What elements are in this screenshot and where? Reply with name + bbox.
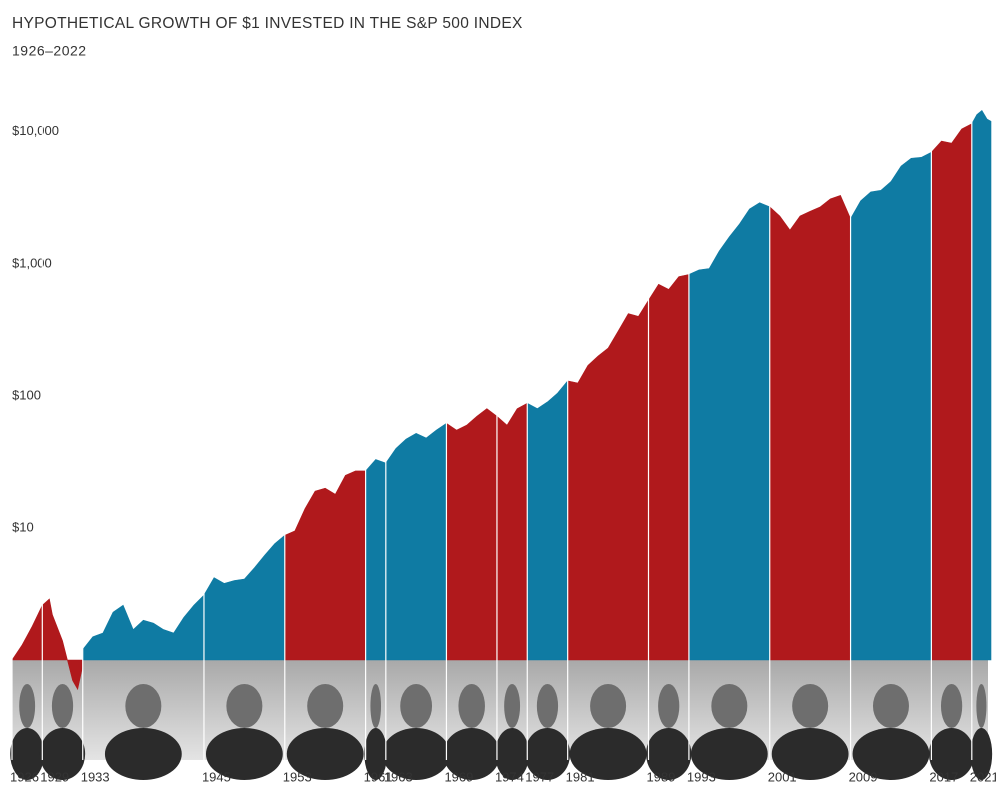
portrait-body (852, 728, 930, 780)
area (971, 109, 992, 661)
x-tick-label: 1961 (364, 769, 393, 784)
portrait-body (364, 728, 388, 780)
area (203, 534, 286, 661)
portrait-head (792, 684, 829, 728)
portrait-body (286, 728, 364, 780)
portrait-head (19, 684, 36, 728)
portrait-head (658, 684, 680, 728)
x-tick-label: 1989 (647, 769, 676, 784)
x-tick-label: 1977 (525, 769, 554, 784)
area (496, 402, 528, 661)
portrait-head (872, 684, 909, 728)
portrait-body (771, 728, 849, 780)
portrait-body (970, 728, 993, 780)
portrait-head (940, 684, 963, 728)
portrait-head (226, 684, 263, 728)
axes: $10 $100 $1,000 $10,000 1926 1929 1933 1945 1953… (10, 92, 996, 784)
x-tick-label: 2021 (970, 769, 996, 784)
area (365, 459, 387, 661)
area (850, 151, 932, 661)
area (931, 123, 973, 661)
x-tick-label: 1945 (202, 769, 231, 784)
x-tick-label: 1926 (10, 769, 39, 784)
y-tick-label: $10,000 (12, 123, 59, 138)
area (567, 299, 649, 661)
area (648, 274, 690, 661)
portrait-head (590, 684, 627, 728)
portrait-head (400, 684, 433, 728)
x-tick-label: 1981 (566, 769, 595, 784)
portrait-head (536, 684, 559, 728)
y-tick-label: $10 (12, 519, 34, 534)
area (446, 408, 498, 661)
portrait-body (443, 728, 500, 780)
x-tick-label: 1963 (384, 769, 413, 784)
area (526, 379, 568, 661)
x-tick-label: 2009 (849, 769, 878, 784)
x-tick-label: 1933 (81, 769, 110, 784)
portrait-head (504, 684, 521, 728)
portrait-body (569, 728, 647, 780)
area (11, 605, 43, 661)
portrait-head (370, 684, 382, 728)
area (688, 202, 771, 661)
x-tick-label: 1929 (40, 769, 69, 784)
x-tick-label: 1969 (444, 769, 473, 784)
portrait-body (646, 728, 692, 780)
portrait-head (711, 684, 748, 728)
x-tick-label: 1993 (687, 769, 716, 784)
portrait-body (382, 728, 451, 780)
areas (11, 109, 992, 691)
portrait-head (125, 684, 162, 728)
x-tick-label: 1974 (495, 769, 524, 784)
portrait-body (928, 728, 975, 780)
portrait-head (976, 684, 987, 728)
area (769, 194, 851, 661)
y-tick-label: $100 (12, 387, 41, 402)
chart-title: HYPOTHETICAL GROWTH OF $1 INVESTED IN TH… (12, 15, 523, 32)
x-tick-label: 2017 (929, 769, 958, 784)
portrait-body (104, 728, 182, 780)
area (284, 470, 366, 661)
area (385, 422, 447, 661)
portrait-body (205, 728, 283, 780)
portrait-body (10, 728, 45, 780)
area (82, 594, 205, 661)
portrait-head (51, 684, 74, 728)
portrait-body (39, 728, 86, 780)
portrait-head (307, 684, 344, 728)
portraits (10, 684, 993, 780)
portrait-body (495, 728, 530, 780)
x-tick-label: 2001 (768, 769, 797, 784)
y-tick-label: $1,000 (12, 255, 52, 270)
portrait-head (458, 684, 485, 728)
x-tick-label: 1953 (283, 769, 312, 784)
portrait-body (690, 728, 768, 780)
portrait-body (524, 728, 571, 780)
chart-subtitle: 1926–2022 (12, 43, 87, 59)
